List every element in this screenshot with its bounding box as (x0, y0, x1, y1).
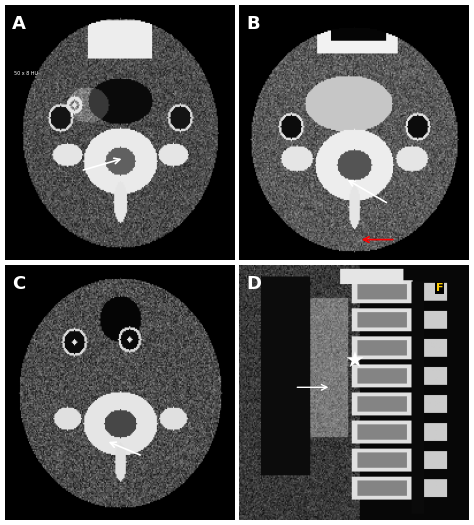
Text: 50 x 8 HU: 50 x 8 HU (14, 71, 38, 77)
Text: D: D (246, 275, 261, 293)
Text: C: C (12, 275, 25, 293)
Text: F: F (436, 283, 443, 293)
Text: ★: ★ (344, 352, 365, 372)
Text: B: B (246, 15, 260, 34)
Text: A: A (12, 15, 26, 34)
